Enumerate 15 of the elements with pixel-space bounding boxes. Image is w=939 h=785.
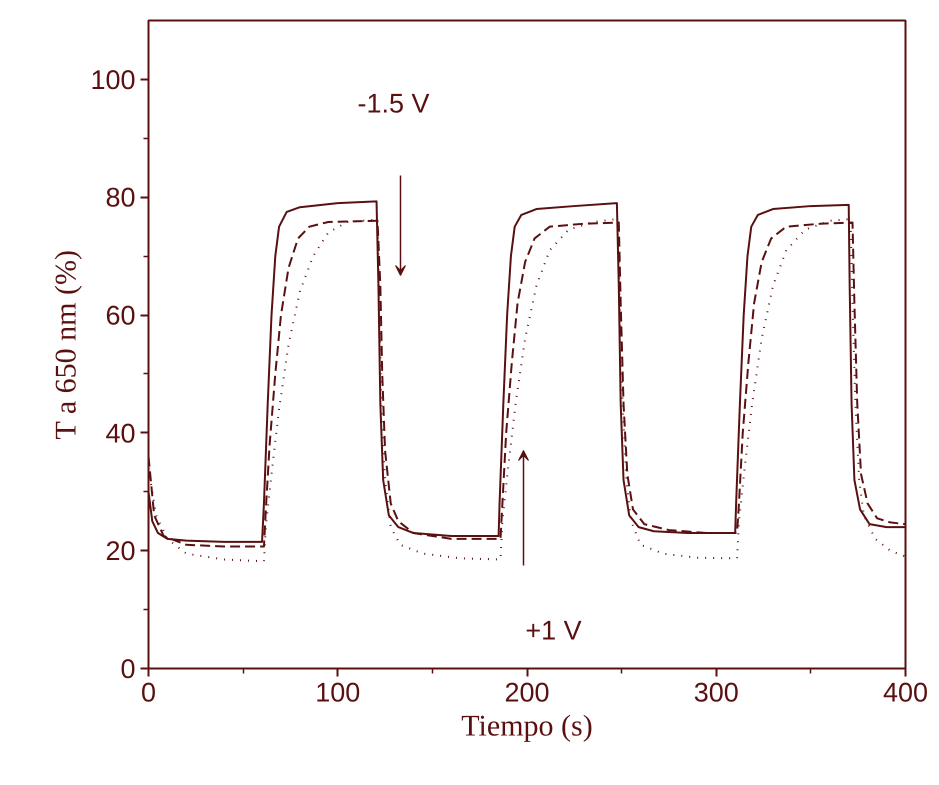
y-tick-label: 60 — [105, 300, 136, 331]
x-tick-label: 400 — [882, 678, 928, 708]
annotation: -1.5 V — [357, 88, 430, 118]
x-axis-title: Tiempo (s) — [461, 710, 593, 742]
x-tick-label: 300 — [694, 678, 739, 708]
y-tick-label: 40 — [105, 418, 136, 448]
annotation: +1 V — [525, 616, 582, 646]
y-tick-label: 80 — [105, 182, 136, 213]
y-tick-label: 100 — [90, 64, 136, 95]
x-tick-label: 200 — [504, 678, 550, 708]
x-tick-label: 0 — [140, 678, 156, 708]
y-tick-label: 0 — [120, 654, 136, 684]
y-tick-label: 20 — [105, 536, 136, 566]
x-tick-label: 100 — [315, 678, 360, 708]
y-axis-title: T a 650 nm (%) — [49, 250, 82, 440]
